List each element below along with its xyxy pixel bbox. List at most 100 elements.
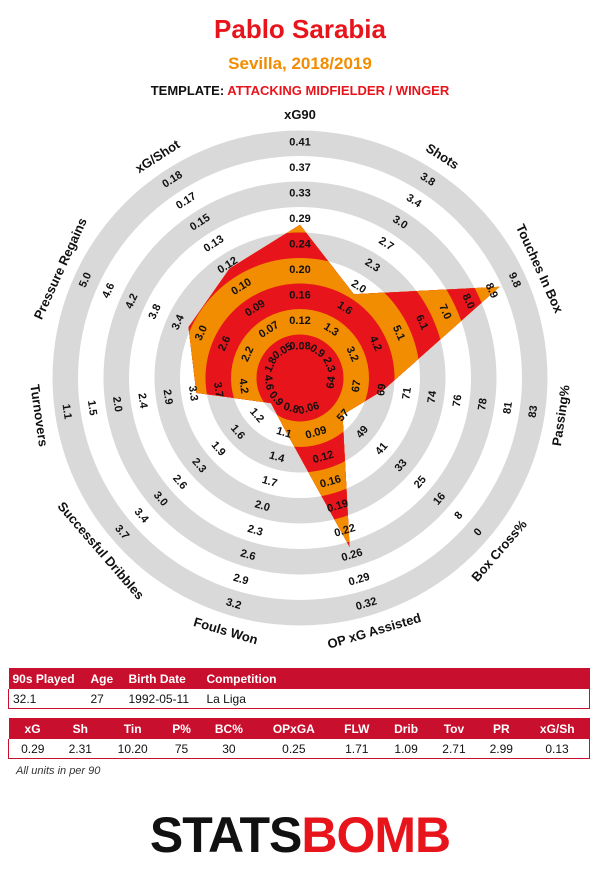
- tick-label: 3.0: [193, 324, 210, 343]
- tick-label: 0.37: [289, 162, 310, 174]
- units-note: All units in per 90: [16, 765, 101, 777]
- player-name: Pablo Sarabia: [214, 14, 386, 44]
- tick-label: 5.0: [77, 271, 94, 290]
- cell-flw: 1.71: [331, 739, 382, 759]
- tick-label: 2.6: [216, 334, 233, 353]
- tick-label: 0.22: [333, 522, 357, 540]
- axis-label: Passing%: [549, 384, 573, 447]
- tick-label: 0.16: [319, 473, 343, 491]
- stats-table: xG Sh Tin P% BC% OPxGA FLW Drib Tov PR x…: [7, 718, 590, 759]
- tick-label: 78: [476, 397, 490, 411]
- tick-label: 2.3: [246, 523, 264, 539]
- cell-drib: 1.09: [381, 739, 431, 759]
- tick-label: 83: [527, 405, 541, 419]
- tick-label: 4.2: [123, 292, 140, 311]
- cell-pr: 2.99: [477, 739, 525, 759]
- team-season: Sevilla, 2018/2019: [228, 54, 372, 73]
- tick-label: 2.9: [232, 572, 250, 588]
- tick-label: 1.4: [268, 449, 287, 465]
- tick-label: 9.8: [506, 271, 523, 290]
- tick-label: 2.0: [110, 396, 124, 413]
- col-sh: Sh: [56, 718, 104, 739]
- tick-label: 0.33: [289, 187, 310, 199]
- statsbomb-logo: STATSBOMB: [0, 806, 600, 864]
- tick-label: 69: [375, 383, 389, 397]
- tick-label: 3.2: [343, 345, 360, 364]
- tick-label: 0.08: [289, 340, 310, 352]
- tick-label: 1.1: [60, 403, 74, 420]
- axis-label: xG90: [284, 107, 316, 122]
- col-drib: Drib: [381, 718, 431, 739]
- col-tin: Tin: [103, 718, 162, 739]
- tick-label: 0.8: [282, 401, 300, 417]
- tick-label: 3.2: [225, 596, 243, 612]
- tick-label: 0.12: [311, 449, 335, 467]
- tick-label: 71: [400, 386, 414, 400]
- tick-label: 0.16: [289, 289, 310, 301]
- cell-90s-played: 32.1: [8, 689, 87, 709]
- cell-xg-sh: 0.13: [524, 739, 590, 759]
- tick-label: 2.3: [320, 355, 337, 374]
- cell-competition: La Liga: [202, 689, 590, 709]
- tick-label: 0.20: [289, 264, 310, 276]
- logo-bomb: BOMB: [301, 807, 451, 863]
- tick-label: 4.6: [100, 281, 117, 300]
- tick-label: 0.06: [297, 400, 321, 418]
- tick-label: 8.0: [459, 292, 476, 311]
- tick-label: 6.1: [413, 313, 430, 332]
- tick-label: 0.26: [340, 547, 364, 565]
- tick-label: 2.4: [135, 392, 149, 410]
- tick-label: 0.29: [289, 213, 310, 225]
- template-value: ATTACKING MIDFIELDER / WINGER: [227, 83, 450, 98]
- tick-label: 0.32: [354, 595, 378, 613]
- profile-table: 90s Played Age Birth Date Competition 32…: [8, 668, 590, 709]
- cell-bc-pct: 30: [201, 739, 257, 759]
- tick-label: 3.3: [186, 385, 200, 402]
- tick-label: 4.2: [236, 378, 250, 395]
- tick-label: 5.1: [390, 324, 407, 343]
- template-label: TEMPLATE:: [150, 83, 225, 98]
- col-xg-sh: xG/Sh: [524, 718, 590, 739]
- tick-label: 1.7: [260, 474, 278, 490]
- value-band-centre: [282, 360, 318, 396]
- col-pr: PR: [477, 718, 525, 739]
- col-flw: FLW: [331, 718, 382, 739]
- cell-opxga: 0.25: [256, 739, 332, 759]
- tick-label: 0.09: [304, 424, 328, 442]
- col-birth-date: Birth Date: [124, 668, 203, 689]
- tick-label: 2.9: [161, 389, 175, 406]
- radar-tick-labels: 0.080.120.160.200.240.290.330.370.410.91…: [60, 136, 541, 613]
- tick-label: 0.19: [326, 498, 350, 516]
- table-row: 0.29 2.31 10.20 75 30 0.25 1.71 1.09 2.7…: [7, 739, 590, 759]
- tick-label: 3.8: [146, 302, 163, 321]
- radar-chart: 0.080.120.160.200.240.290.330.370.410.91…: [27, 107, 573, 652]
- tick-label: 1.5: [85, 399, 99, 416]
- cell-age: 27: [86, 689, 125, 709]
- col-bc-pct: BC%: [201, 718, 257, 739]
- col-90s-played: 90s Played: [8, 668, 87, 689]
- tick-label: 1.1: [275, 425, 293, 441]
- tick-label: 8.9: [483, 281, 500, 300]
- tick-label: 81: [501, 401, 515, 415]
- col-competition: Competition: [202, 668, 590, 689]
- tick-label: 2.0: [253, 498, 271, 514]
- cell-tov: 2.71: [430, 739, 478, 759]
- tick-label: 67: [350, 379, 364, 393]
- col-tov: Tov: [430, 718, 478, 739]
- table-row: 32.1 27 1992-05-11 La Liga: [8, 689, 590, 709]
- tick-label: 4.2: [367, 334, 384, 353]
- col-xg: xG: [8, 718, 57, 739]
- tick-label: 7.0: [436, 302, 453, 321]
- tick-label: 4.6: [262, 374, 276, 391]
- col-age: Age: [86, 668, 125, 689]
- tick-label: 74: [426, 389, 440, 404]
- col-opxga: OPxGA: [256, 718, 332, 739]
- cell-tin: 10.20: [103, 739, 162, 759]
- logo-stats: STATS: [149, 807, 302, 863]
- axis-label: Turnovers: [27, 383, 51, 447]
- tick-label: 1.8: [262, 355, 279, 374]
- col-pass-pct: P%: [161, 718, 202, 739]
- template-line: TEMPLATE: ATTACKING MIDFIELDER / WINGER: [0, 83, 600, 98]
- tick-label: 0.29: [347, 571, 371, 589]
- tick-label: 0.24: [289, 238, 311, 250]
